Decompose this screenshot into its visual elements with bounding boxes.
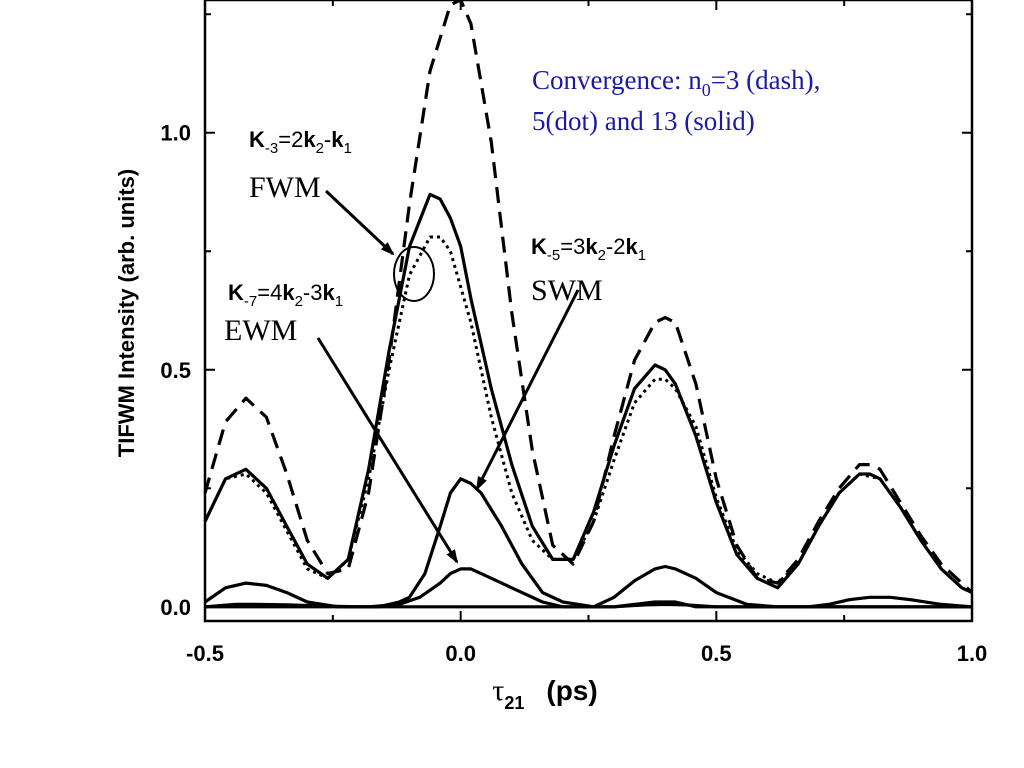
- convergence-sub: 0: [702, 80, 711, 100]
- swm-eq-k1: k: [625, 234, 638, 259]
- swm-equation: K-5=3k2-2k1: [531, 234, 646, 264]
- x-tick-label: -0.5: [186, 641, 224, 666]
- series-line-solid-2: [203, 192, 973, 595]
- swm-eq-k2: k: [585, 234, 598, 259]
- ewm-arrow: [316, 337, 459, 564]
- y-tick-label: 1.0: [160, 121, 191, 146]
- y-axis-title: TIFWM Intensity (arb. units): [114, 169, 139, 457]
- fwm-annotation: K-3=2k2-k1 FWM: [249, 127, 435, 302]
- ewm-eq-k2sub: 2: [295, 293, 303, 310]
- y-tick-label: 0.5: [160, 358, 191, 383]
- swm-label: SWM: [531, 274, 603, 307]
- fwm-eq-k2sub: 2: [316, 140, 324, 157]
- swm-eq-rest1: =3: [560, 234, 585, 259]
- fwm-eq-k1: k: [331, 127, 344, 152]
- ewm-eq-k1: k: [322, 280, 335, 305]
- x-axis-title: τ21 (ps): [492, 674, 597, 713]
- ewm-eq-rest1: =4: [257, 280, 282, 305]
- fwm-eq-k1sub: 1: [344, 140, 352, 157]
- ewm-eq-k: K: [228, 280, 244, 305]
- swm-eq-sub: -5: [547, 247, 560, 264]
- convergence-annotation: Convergence: n0=3 (dash), 5(dot) and 13 …: [532, 65, 820, 136]
- fwm-eq-rest1: =2: [278, 127, 303, 152]
- convergence-pre: Convergence: n: [532, 65, 702, 95]
- x-tick-label: 0.0: [445, 641, 476, 666]
- fwm-highlight-circle: [393, 246, 435, 302]
- ewm-eq-sub: -7: [244, 293, 257, 310]
- fwm-label: FWM: [249, 171, 321, 204]
- fwm-eq-k: K: [249, 127, 265, 152]
- fwm-eq-k2: k: [303, 127, 316, 152]
- fwm-equation: K-3=2k2-k1: [249, 127, 352, 157]
- y-tick-label: 0.0: [160, 595, 191, 620]
- fwm-arrow: [324, 189, 395, 256]
- x-axis-title-unit: (ps): [546, 675, 597, 706]
- swm-eq-rest2: -2: [606, 234, 626, 259]
- swm-eq-k: K: [531, 234, 547, 259]
- x-axis-title-sub: 21: [504, 693, 524, 713]
- ewm-eq-k1sub: 1: [335, 293, 343, 310]
- ewm-eq-rest2: -3: [303, 280, 323, 305]
- series-line-solid-5: [204, 602, 972, 609]
- swm-arrow: [475, 289, 580, 491]
- swm-eq-k1sub: 1: [638, 247, 646, 264]
- swm-annotation: K-5=3k2-2k1 SWM: [475, 234, 646, 491]
- ewm-equation: K-7=4k2-3k1: [228, 280, 343, 310]
- swm-eq-k2sub: 2: [598, 247, 606, 264]
- x-tick-label: 0.5: [701, 641, 732, 666]
- fwm-eq-sub: -3: [265, 140, 278, 157]
- x-tick-label: 1.0: [957, 641, 988, 666]
- convergence-line-1: Convergence: n0=3 (dash),: [532, 65, 820, 100]
- ewm-eq-k2: k: [282, 280, 295, 305]
- ewm-label: EWM: [224, 314, 297, 347]
- series-layer: [203, 0, 974, 609]
- fwm-eq-rest2: -: [324, 127, 331, 152]
- ticks-layer: [204, 0, 973, 621]
- convergence-post: =3 (dash),: [711, 65, 821, 95]
- convergence-line-2: 5(dot) and 13 (solid): [532, 106, 755, 136]
- x-axis-title-symbol: τ: [492, 674, 504, 707]
- series-line-solid-3: [205, 477, 972, 609]
- ewm-annotation: K-7=4k2-3k1 EWM: [224, 280, 459, 564]
- tick-labels: -0.5 0.0 0.5 1.0 0.0 0.5 1.0: [160, 121, 987, 666]
